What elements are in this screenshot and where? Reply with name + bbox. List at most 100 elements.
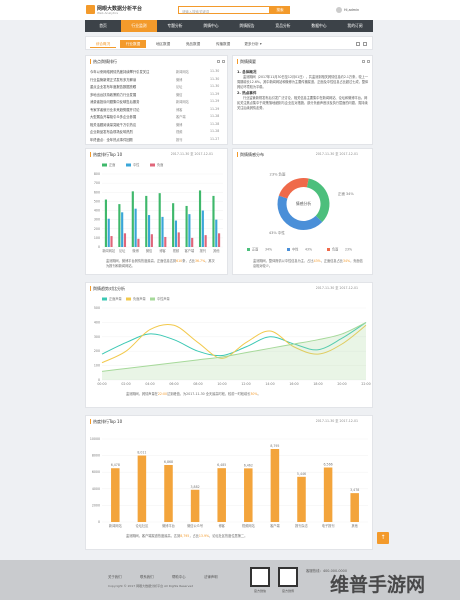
y-tick-label: 600 — [94, 190, 100, 194]
panel-title: 舆情摘要 — [237, 59, 256, 64]
list-item-title[interactable]: 大型展会开幕吸引众多企业参展 — [90, 115, 137, 119]
value-label: 6,566 — [324, 463, 333, 467]
bar — [145, 195, 148, 247]
list-item-title[interactable]: 专家学者就行业未来趋势展开讨论 — [90, 107, 140, 112]
panel-icon[interactable] — [367, 60, 370, 63]
footer-link[interactable]: 联系我们 — [140, 575, 154, 579]
nav-item[interactable]: 专题分析 — [167, 23, 183, 28]
tab[interactable]: 地区数据 — [155, 42, 171, 46]
summary-text: 行业监管新规发布后引发广泛讨论，相关信息主要集中在新闻网站、论坛和微博平台。网民… — [237, 96, 368, 110]
area — [102, 322, 366, 380]
list-item-title[interactable]: 年终盘点：全年热点事件回顾 — [90, 137, 133, 142]
tab[interactable]: 行业数据 — [120, 40, 146, 48]
bar — [147, 215, 151, 247]
search-input[interactable]: 请输入搜索关键词 — [178, 6, 270, 14]
note-text: 达到峰值，为2017-11-30 全天最高时段，较前一时段增长 — [167, 392, 251, 396]
list-item-source: 新闻网站 — [176, 100, 189, 104]
panel-icon[interactable] — [362, 60, 365, 63]
panel-icon[interactable] — [217, 60, 220, 63]
x-tick-label: 22:00 — [361, 382, 370, 386]
note-highlight: 34% — [342, 259, 351, 263]
y-tick-label: 4000 — [92, 487, 100, 491]
note-text: ，负面信息相对较少。 — [253, 259, 363, 268]
list-item-date: 11-28 — [210, 114, 220, 118]
nav-item[interactable]: 舆情中心 — [203, 23, 219, 28]
tab[interactable]: 更多分析 ▾ — [244, 42, 262, 46]
legend-label: 中性 — [133, 162, 140, 167]
panel-icon[interactable] — [222, 60, 225, 63]
legend-swatch — [247, 248, 250, 251]
slice-name: 正面 — [338, 191, 346, 196]
x-tick-label: 电子报刊 — [322, 523, 335, 528]
tab-icon[interactable] — [363, 42, 367, 46]
avatar[interactable] — [336, 7, 342, 13]
bar — [104, 199, 108, 247]
hotline: 客服热线：400-000-0000 — [306, 569, 347, 573]
x-tick-label: 微信公众号 — [187, 523, 203, 528]
chart-title: 热度排行Top 10 — [90, 419, 122, 424]
list-item-date: 11-28 — [210, 129, 220, 133]
y-tick-label: 700 — [94, 181, 100, 185]
legend-label: 负面声量 — [133, 296, 147, 301]
list-item-title[interactable]: 消费者投诉问题集中反映售后服务 — [90, 100, 140, 104]
legend-swatch — [150, 163, 155, 167]
value-label: 6,462 — [244, 463, 253, 467]
list-item-title[interactable]: 重点企业发布年度报告数据亮眼 — [90, 85, 137, 89]
x-tick-label: 客户端 — [185, 248, 195, 253]
logo-title[interactable]: 网眼大数据分析平台 — [97, 6, 143, 12]
value-label: 5,446 — [297, 472, 306, 476]
bar — [121, 212, 124, 247]
x-tick-label: 02:00 — [121, 382, 130, 386]
note-text: 。 — [257, 392, 261, 396]
chart-title: 舆情趋势对比分析 — [90, 286, 125, 291]
footer-link[interactable]: 法律声明 — [204, 575, 218, 579]
bar — [161, 216, 164, 247]
line — [101, 321, 367, 372]
x-tick-label: 微博 — [132, 248, 139, 253]
bar — [158, 193, 161, 247]
nav-item[interactable]: 竞品分析 — [275, 23, 291, 28]
bar — [123, 233, 127, 247]
list-item-title[interactable]: 多地出台扶持政策助力行业发展 — [90, 92, 137, 97]
list-item-title[interactable]: 相关话题阅读量突破千万引热议 — [90, 122, 137, 127]
list-item-title[interactable]: 企业新品发布会现场反响热烈 — [90, 130, 133, 134]
nav-item[interactable]: 我的订阅 — [347, 23, 363, 28]
list-item-source: 论坛 — [176, 85, 183, 89]
x-tick-label: 18:00 — [313, 382, 322, 386]
bar — [191, 237, 194, 247]
tab-icon[interactable] — [356, 42, 360, 46]
x-tick-label: 新闻网站 — [109, 523, 123, 528]
note-highlight: 43% — [313, 259, 321, 263]
tab[interactable]: 传播数据 — [215, 42, 231, 46]
tab[interactable]: 竞品数据 — [185, 42, 201, 46]
list-item-title[interactable]: 行业监管新规正式发布多方解读 — [90, 77, 137, 82]
user-name[interactable]: Hi,admin — [344, 8, 360, 12]
tab[interactable]: 综合概况 — [90, 40, 116, 48]
x-tick-label: 客户端 — [270, 523, 280, 528]
note-text: 监测期间，舆情声量在 — [126, 392, 158, 396]
bar — [164, 464, 173, 522]
note-text: ，占比 — [189, 534, 199, 538]
chart-panel: 舆情趋势对比分析 2017-11-30 至 2017-12-01 0 100 200 30… — [85, 282, 373, 408]
bar — [350, 493, 359, 522]
value-label: 8,795 — [270, 444, 279, 448]
bar — [131, 191, 134, 247]
nav-item[interactable]: 数据中心 — [311, 23, 327, 28]
list-item-title[interactable]: 今年以来网络舆情热度持续攀升引发关注 — [90, 70, 150, 74]
logo-subtitle: Web Analytics — [97, 11, 119, 15]
footer-link[interactable]: 关于我们 — [108, 575, 122, 579]
nav-item[interactable]: 舆情报告 — [239, 23, 255, 28]
value-label: 6,868 — [164, 460, 173, 464]
footer: 官方微信 官方微博 客服热线：400-000-0000 Copyright © … — [0, 560, 460, 600]
x-tick-label: 视频网站 — [242, 523, 256, 528]
footer-link[interactable]: 帮助中心 — [172, 575, 186, 579]
nav-item[interactable]: 行业监测 — [121, 20, 157, 32]
logo[interactable] — [86, 5, 95, 14]
nav-item[interactable]: 首页 — [99, 23, 107, 28]
legend-swatch — [287, 248, 290, 251]
back-to-top[interactable]: ↑ — [377, 532, 389, 544]
qr-label: 官方微信 — [253, 589, 266, 593]
search-button[interactable]: 搜索 — [270, 6, 290, 14]
slice-value: 34% — [346, 192, 355, 196]
